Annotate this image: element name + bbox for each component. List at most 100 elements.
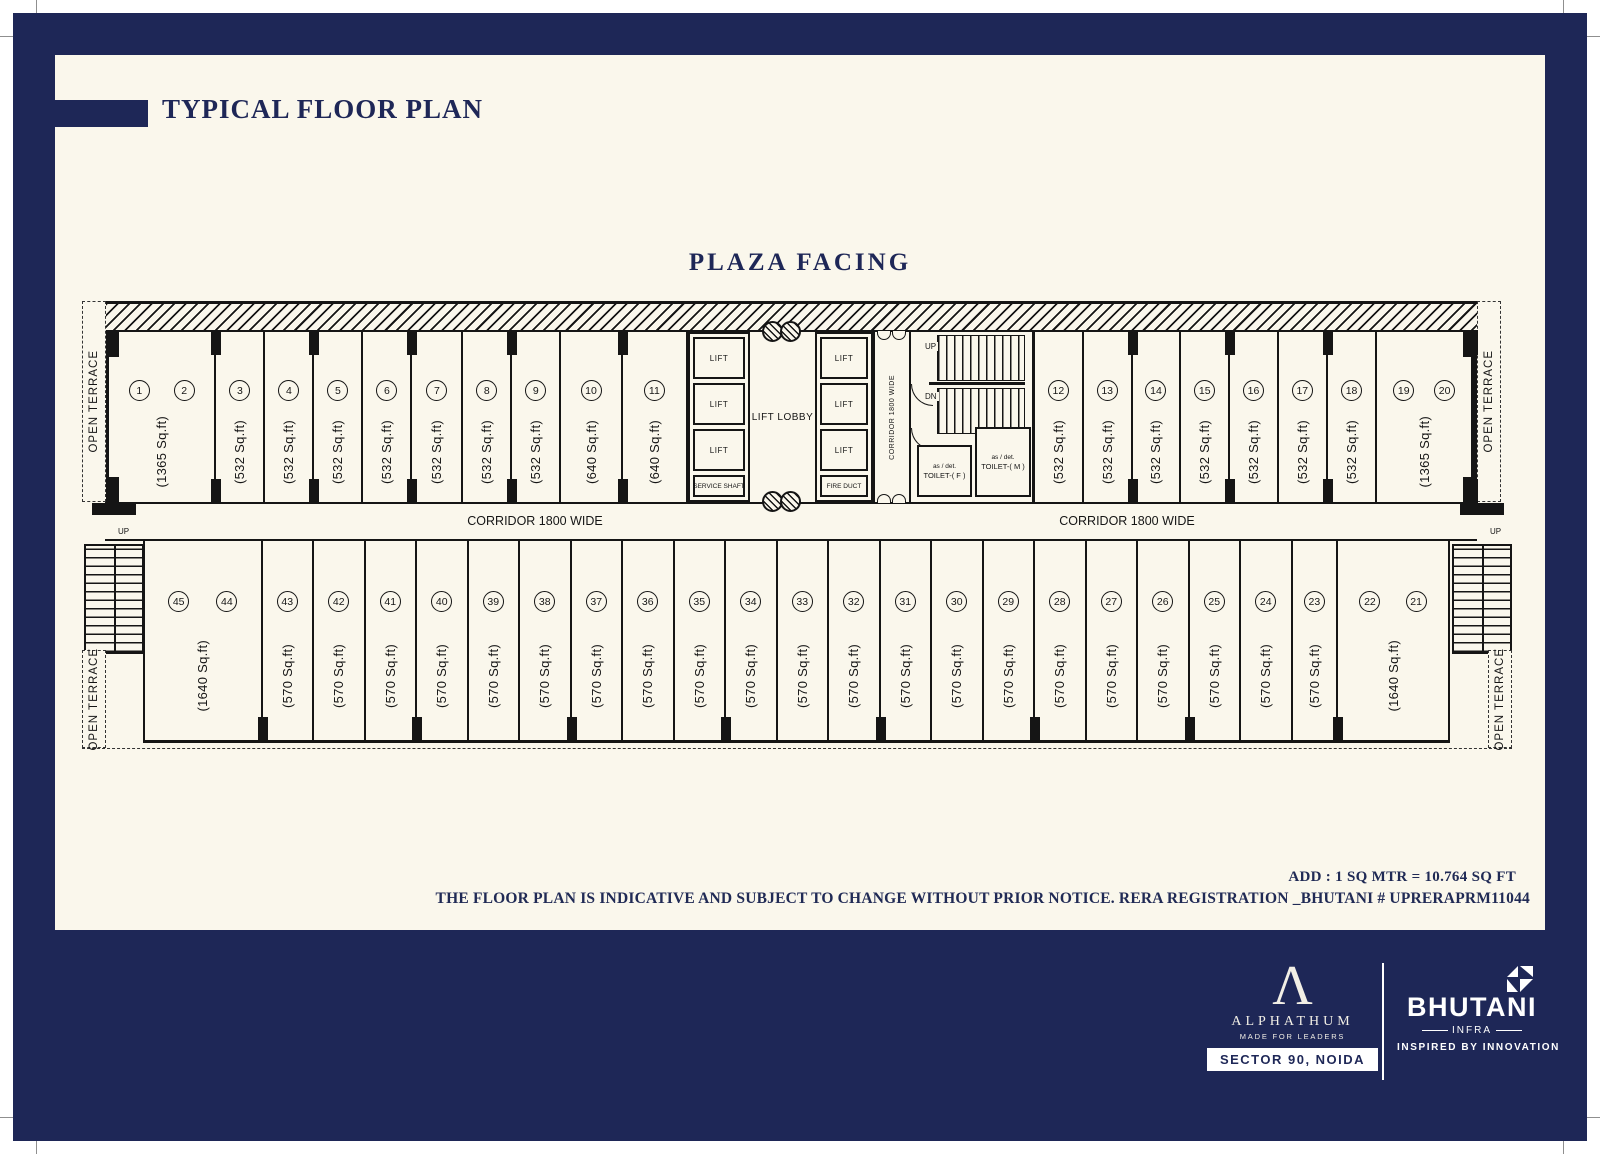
unit-number-44: 44 bbox=[216, 591, 238, 612]
bhutani-logo-icon bbox=[1507, 966, 1533, 992]
unit-number-18: 18 bbox=[1341, 380, 1363, 401]
unit-area: (1640 Sq.ft) bbox=[1386, 612, 1401, 740]
unit-15: 15 (532 Sq.ft) bbox=[1181, 330, 1235, 504]
unit-numbers: 22 21 bbox=[1338, 591, 1448, 612]
unit-number-36: 36 bbox=[637, 591, 659, 612]
unit-number-14: 14 bbox=[1145, 380, 1167, 401]
wall-block bbox=[92, 503, 136, 515]
open-terrace-top-left: OPEN TERRACE bbox=[82, 301, 106, 502]
open-terrace-label: OPEN TERRACE bbox=[88, 647, 100, 751]
unit-area: (570 Sq.ft) bbox=[640, 612, 655, 740]
unit-numbers: 17 bbox=[1279, 380, 1326, 401]
unit-8: 8 (532 Sq.ft) bbox=[463, 330, 518, 504]
unit-numbers: 7 bbox=[412, 380, 461, 401]
unit-area: (570 Sq.ft) bbox=[795, 612, 810, 740]
unit-number-9: 9 bbox=[525, 380, 547, 401]
unit-numbers: 29 bbox=[984, 591, 1034, 612]
unit-numbers: 16 bbox=[1230, 380, 1277, 401]
unit-area-label: (570 Sq.ft) bbox=[743, 644, 759, 708]
unit-area: (532 Sq.ft) bbox=[232, 401, 247, 502]
unit-number-22: 22 bbox=[1359, 591, 1381, 612]
unit-numbers: 3 bbox=[216, 380, 263, 401]
unit-number-29: 29 bbox=[997, 591, 1019, 612]
column bbox=[780, 491, 801, 512]
unit-number-28: 28 bbox=[1049, 591, 1071, 612]
unit-area-label: (570 Sq.ft) bbox=[949, 644, 965, 708]
lift: LIFT bbox=[820, 429, 868, 471]
unit-area-label: (532 Sq.ft) bbox=[330, 419, 346, 484]
unit-number-43: 43 bbox=[276, 591, 298, 612]
unit-area: (570 Sq.ft) bbox=[589, 612, 604, 740]
unit-numbers: 4 bbox=[265, 380, 312, 401]
unit-area-label: (570 Sq.ft) bbox=[1258, 644, 1274, 708]
unit-number-11: 11 bbox=[643, 380, 665, 401]
stair-up-label: UP bbox=[116, 527, 132, 536]
unit-numbers: 19 20 bbox=[1377, 380, 1471, 401]
unit-area-label: (570 Sq.ft) bbox=[846, 644, 862, 708]
unit-numbers: 37 bbox=[572, 591, 622, 612]
toilet-prefix: as / det. bbox=[932, 462, 957, 470]
unit-numbers: 23 bbox=[1293, 591, 1337, 612]
column-pair-bottom bbox=[762, 491, 801, 512]
unit-area: (570 Sq.ft) bbox=[1001, 612, 1016, 740]
unit-area: (570 Sq.ft) bbox=[898, 612, 913, 740]
unit-number-15: 15 bbox=[1194, 380, 1216, 401]
bhutani-division-row: INFRA bbox=[1422, 1025, 1522, 1036]
unit-area-label: (570 Sq.ft) bbox=[1052, 644, 1068, 708]
unit-numbers: 9 bbox=[512, 380, 559, 401]
unit-numbers: 33 bbox=[778, 591, 828, 612]
door-arcs bbox=[877, 331, 906, 340]
unit-area-label: (1365 Sq.ft) bbox=[1416, 415, 1432, 488]
column-pair-top bbox=[762, 321, 801, 342]
brand-divider bbox=[1382, 963, 1384, 1080]
unit-number-30: 30 bbox=[946, 591, 968, 612]
toilet-female: as / det. TOILET-( F ) bbox=[917, 445, 972, 497]
unit-area-label: (570 Sq.ft) bbox=[640, 644, 656, 708]
unit-area-label: (532 Sq.ft) bbox=[232, 419, 248, 484]
unit-numbers: 32 bbox=[829, 591, 879, 612]
unit-numbers: 31 bbox=[881, 591, 931, 612]
unit-42: 42 (570 Sq.ft) bbox=[314, 541, 366, 740]
lift-bank-right: LIFT LIFT LIFT FIRE DUCT bbox=[815, 332, 873, 502]
unit-numbers: 15 bbox=[1181, 380, 1228, 401]
unit-number-4: 4 bbox=[278, 380, 300, 401]
unit-number-26: 26 bbox=[1152, 591, 1174, 612]
unit-number-5: 5 bbox=[327, 380, 349, 401]
unit-area-label: (570 Sq.ft) bbox=[485, 644, 501, 708]
unit-30: 30 (570 Sq.ft) bbox=[932, 541, 984, 740]
unit-number-17: 17 bbox=[1291, 380, 1313, 401]
unit-11: 11 (640 Sq.ft) bbox=[623, 332, 689, 502]
unit-numbers: 27 bbox=[1087, 591, 1137, 612]
column bbox=[780, 321, 801, 342]
stair-up-label: UP bbox=[923, 342, 939, 351]
unit-41: 41 (570 Sq.ft) bbox=[366, 541, 422, 742]
unit-numbers: 42 bbox=[314, 591, 364, 612]
vertical-corridor-label: CORRIDOR 1800 WIDE bbox=[888, 374, 896, 460]
unit-area: (532 Sq.ft) bbox=[1197, 401, 1212, 502]
unit-area: (570 Sq.ft) bbox=[743, 612, 758, 740]
unit-numbers: 11 bbox=[623, 380, 686, 401]
unit-number-13: 13 bbox=[1096, 380, 1118, 401]
unit-number-25: 25 bbox=[1203, 591, 1225, 612]
unit-numbers: 5 bbox=[314, 380, 361, 401]
unit-area: (1365 Sq.ft) bbox=[1417, 401, 1432, 502]
unit-number-10: 10 bbox=[580, 380, 602, 401]
unit-number-24: 24 bbox=[1255, 591, 1277, 612]
unit-6: 6 (532 Sq.ft) bbox=[363, 330, 418, 504]
unit-number-42: 42 bbox=[328, 591, 350, 612]
unit-numbers: 14 bbox=[1133, 380, 1180, 401]
unit-numbers: 35 bbox=[675, 591, 725, 612]
unit-numbers: 34 bbox=[726, 591, 776, 612]
unit-45-44: 45 44 (1640 Sq.ft) bbox=[145, 541, 268, 742]
unit-area-label: (570 Sq.ft) bbox=[1206, 644, 1222, 708]
unit-numbers: 38 bbox=[520, 591, 570, 612]
unit-33: 33 (570 Sq.ft) bbox=[778, 541, 830, 740]
bhutani-name: BHUTANI bbox=[1407, 992, 1537, 1022]
unit-area: (1365 Sq.ft) bbox=[154, 401, 169, 502]
unit-area-label: (532 Sq.ft) bbox=[1197, 419, 1213, 484]
unit-area: (532 Sq.ft) bbox=[1148, 401, 1163, 502]
unit-area-label: (570 Sq.ft) bbox=[434, 644, 450, 708]
unit-numbers: 41 bbox=[366, 591, 416, 612]
unit-number-8: 8 bbox=[476, 380, 498, 401]
unit-numbers: 18 bbox=[1328, 380, 1376, 401]
